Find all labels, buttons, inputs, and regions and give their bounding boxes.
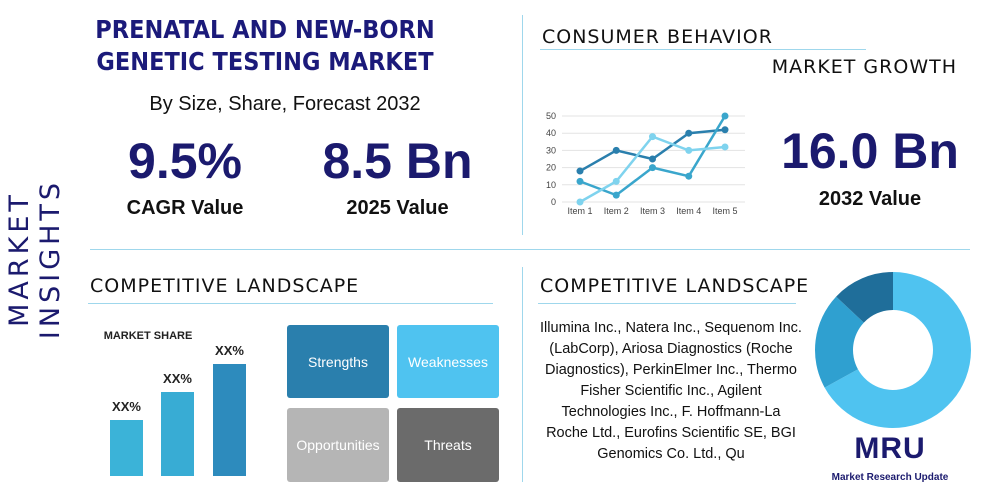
swot-box: Threats bbox=[397, 408, 499, 482]
section-heading: CONSUMER BEHAVIOR bbox=[542, 26, 773, 48]
point bbox=[649, 133, 656, 141]
y-tick-label: 10 bbox=[546, 180, 556, 190]
swot-box: Weaknesses bbox=[397, 325, 499, 398]
y-tick-label: 20 bbox=[546, 163, 556, 173]
companies: Illumina Inc., Natera Inc., Sequenom Inc… bbox=[540, 320, 802, 462]
section-heading: MARKET GROWTH bbox=[771, 56, 957, 78]
swot-box: Opportunities bbox=[287, 408, 389, 482]
point bbox=[685, 172, 693, 180]
underline bbox=[540, 49, 866, 50]
point bbox=[649, 164, 656, 172]
point bbox=[685, 129, 693, 137]
value-label: XX% bbox=[215, 343, 244, 358]
pie-segment bbox=[814, 296, 864, 388]
title: PRENATAL AND NEW-BORN GENETIC TESTING MA… bbox=[95, 15, 435, 76]
x-tick-label: Item 1 bbox=[567, 206, 592, 216]
subtitle: By Size, Share, Forecast 2032 bbox=[149, 93, 421, 115]
y-tick-label: 50 bbox=[546, 111, 556, 121]
y-tick-label: 0 bbox=[551, 197, 556, 207]
point bbox=[721, 126, 729, 134]
divider bbox=[522, 15, 523, 235]
pie-segment bbox=[836, 272, 893, 323]
logo: MRU bbox=[854, 432, 926, 465]
underline bbox=[88, 303, 493, 304]
bar bbox=[213, 364, 246, 476]
value-label: XX% bbox=[112, 399, 141, 414]
point bbox=[685, 146, 693, 154]
stat-value: 9.5% bbox=[128, 133, 242, 189]
section-heading: COMPETITIVE LANDSCAPE bbox=[90, 275, 360, 297]
growth-value: 16.0 Bn bbox=[781, 123, 959, 179]
y-tick-label: 40 bbox=[546, 128, 556, 138]
chart-title: MARKET SHARE bbox=[104, 330, 193, 342]
point bbox=[576, 198, 584, 206]
logo-tagline: Market Research Update bbox=[831, 472, 949, 483]
x-tick-label: Item 2 bbox=[604, 206, 629, 216]
point bbox=[576, 177, 584, 185]
underline bbox=[538, 303, 796, 304]
value-label: XX% bbox=[163, 371, 192, 386]
point bbox=[721, 112, 729, 120]
point bbox=[649, 155, 656, 163]
x-tick-label: Item 4 bbox=[676, 206, 701, 216]
divider bbox=[522, 267, 523, 482]
bar bbox=[110, 420, 143, 476]
swot-box: Strengths bbox=[287, 325, 389, 398]
point bbox=[576, 167, 584, 175]
x-tick-label: Item 5 bbox=[712, 206, 737, 216]
growth-label: 2032 Value bbox=[818, 188, 922, 210]
point bbox=[612, 146, 620, 154]
section-heading: COMPETITIVE LANDSCAPE bbox=[540, 275, 810, 297]
y-tick-label: 30 bbox=[546, 145, 556, 155]
point bbox=[612, 191, 620, 199]
divider bbox=[90, 249, 970, 250]
x-tick-label: Item 3 bbox=[640, 206, 665, 216]
point bbox=[721, 143, 729, 151]
pie-segment bbox=[824, 272, 971, 429]
stat-label: CAGR Value bbox=[126, 197, 244, 219]
bar bbox=[161, 392, 194, 476]
point bbox=[612, 177, 620, 185]
stat-label: 2025 Value bbox=[346, 197, 449, 219]
stat-value: 8.5 Bn bbox=[322, 133, 473, 189]
